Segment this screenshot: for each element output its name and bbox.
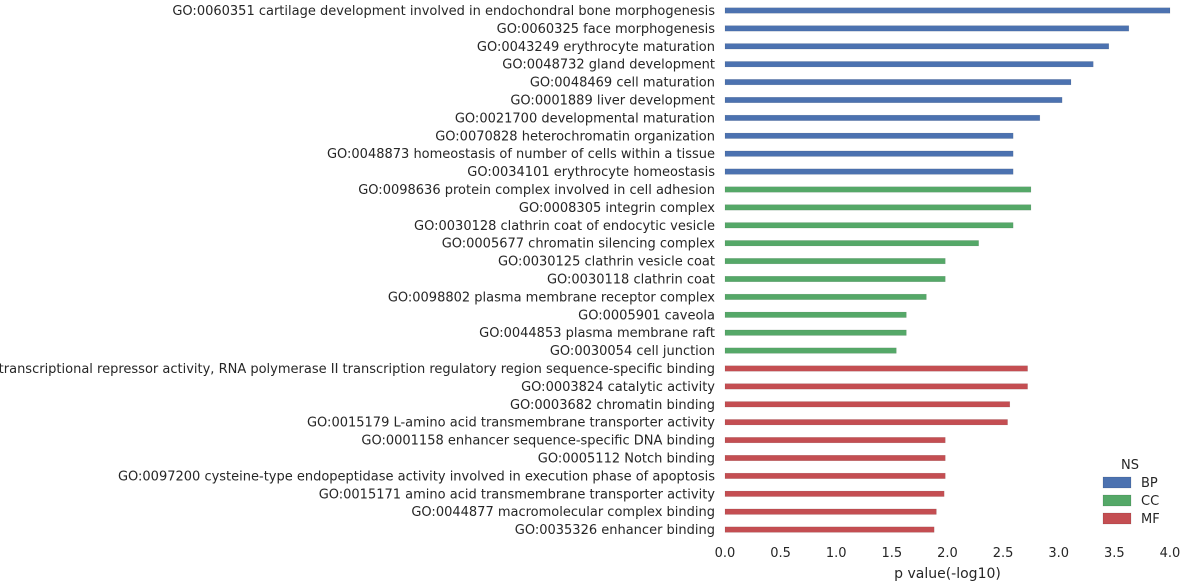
bar-mf <box>724 419 1008 426</box>
x-tick-label: 1.0 <box>826 546 847 561</box>
bar-bp <box>724 61 1094 68</box>
category-label: GO:0015179 L-amino acid transmembrane tr… <box>307 416 715 431</box>
bar-bp <box>724 150 1014 157</box>
bar-bp <box>724 132 1014 139</box>
category-label: GO:0003824 catalytic activity <box>521 380 715 395</box>
bar-cc <box>724 222 1014 229</box>
legend-label-mf: MF <box>1141 512 1160 527</box>
bar-mf <box>724 437 946 444</box>
category-label: GO:0005677 chromatin silencing complex <box>442 237 716 252</box>
bar-bp <box>724 114 1041 121</box>
category-label: GO:0030054 cell junction <box>550 344 715 359</box>
category-label: GO:0098636 protein complex involved in c… <box>358 183 715 198</box>
bar-bp <box>724 25 1130 32</box>
category-label: GO:0005901 caveola <box>578 308 715 323</box>
x-tick-label: 0.5 <box>770 546 791 561</box>
x-tick-label: 4.0 <box>1160 546 1181 561</box>
legend-label-bp: BP <box>1141 476 1158 491</box>
legend: NS BP CC MF <box>1102 458 1160 527</box>
bar-bp <box>724 168 1014 175</box>
x-tick-label: 3.0 <box>1048 546 1069 561</box>
category-label: GO:0048469 cell maturation <box>530 76 715 91</box>
x-tick-label: 0.0 <box>715 546 736 561</box>
category-label: GO:0005112 Notch binding <box>538 452 715 467</box>
category-label: GO:0098802 plasma membrane receptor comp… <box>388 290 715 305</box>
category-label: GO:0030128 clathrin coat of endocytic ve… <box>414 219 715 234</box>
category-label: GO:0030125 clathrin vesicle coat <box>498 255 715 270</box>
bar-mf <box>724 490 945 497</box>
category-label: GO:0044877 macromolecular complex bindin… <box>411 505 715 520</box>
bar-mf <box>724 526 935 533</box>
category-label: GO:0008305 integrin complex <box>519 201 715 216</box>
category-label: GO:0001158 enhancer sequence-specific DN… <box>361 434 715 449</box>
category-label: GO:0048732 gland development <box>502 58 715 73</box>
bar-cc <box>724 329 907 336</box>
category-label: GO:0060325 face morphogenesis <box>497 22 716 37</box>
category-label-group: GO:0060351 cartilage development involve… <box>0 4 715 538</box>
x-tick-label: 2.0 <box>937 546 958 561</box>
bar-cc <box>724 293 927 300</box>
legend-swatch-mf <box>1102 512 1132 525</box>
bar-cc <box>724 258 946 265</box>
x-axis-label: p value(-log10) <box>894 566 1001 582</box>
bar-cc <box>724 204 1032 211</box>
category-label: GO:0003682 chromatin binding <box>510 398 715 413</box>
x-tick-label: 2.5 <box>993 546 1014 561</box>
category-label: GO:0097200 cysteine-type endopeptidase a… <box>118 469 715 484</box>
legend-swatch-bp <box>1102 476 1132 489</box>
x-tick-label: 3.5 <box>1104 546 1125 561</box>
category-label: GO:0015171 amino acid transmembrane tran… <box>319 487 716 502</box>
legend-title: NS <box>1121 458 1139 473</box>
bar-cc <box>724 347 897 354</box>
category-label: GO:0001227 transcriptional repressor act… <box>0 362 715 377</box>
bar-cc <box>724 240 979 247</box>
category-label: GO:0035326 enhancer binding <box>515 523 715 538</box>
bar-mf <box>724 365 1028 372</box>
x-tick-label: 1.5 <box>882 546 903 561</box>
category-label: GO:0048873 homeostasis of number of cell… <box>327 147 715 162</box>
x-tick-label-group: 0.0 0.5 1.0 1.5 2.0 2.5 3.0 3.5 4.0 <box>715 546 1181 561</box>
category-label: GO:0043249 erythrocyte maturation <box>477 40 715 55</box>
bar-mf <box>724 401 1011 408</box>
bar-cc <box>724 276 946 282</box>
bar-bp <box>724 97 1063 103</box>
legend-label-cc: CC <box>1141 494 1159 509</box>
bar-group <box>724 7 1171 533</box>
category-label: GO:0044853 plasma membrane raft <box>479 326 715 341</box>
category-label: GO:0021700 developmental maturation <box>455 111 715 126</box>
category-label: GO:0034101 erythrocyte homeostasis <box>467 165 715 180</box>
bar-cc <box>724 186 1032 193</box>
bar-cc <box>724 311 907 318</box>
bar-mf <box>724 508 937 515</box>
bar-mf <box>724 455 946 461</box>
category-label: GO:0030118 clathrin coat <box>547 273 715 288</box>
category-label: GO:0001889 liver development <box>510 94 715 109</box>
category-label: GO:0060351 cartilage development involve… <box>172 4 715 19</box>
legend-swatch-cc <box>1102 494 1132 507</box>
bar-bp <box>724 7 1171 14</box>
bar-mf <box>724 383 1028 390</box>
category-label: GO:0070828 heterochromatin organization <box>435 129 715 144</box>
bar-bp <box>724 43 1110 50</box>
bar-bp <box>724 79 1072 86</box>
bar-mf <box>724 472 946 479</box>
